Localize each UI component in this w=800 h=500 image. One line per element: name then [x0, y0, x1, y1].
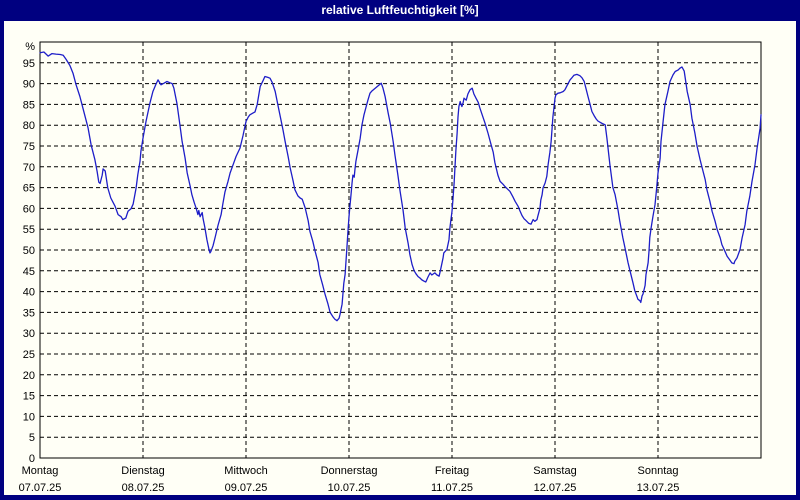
y-tick-label: 90 — [23, 79, 35, 91]
humidity-line — [39, 51, 762, 322]
y-tick-label: 50 — [23, 245, 35, 257]
title-bar: relative Luftfeuchtigkeit [%] — [0, 0, 800, 21]
y-axis-unit-label: % — [25, 41, 35, 53]
y-tick-label: 70 — [23, 162, 35, 174]
x-date-label: 13.07.25 — [637, 482, 680, 494]
x-date-label: 11.07.25 — [431, 482, 473, 494]
y-tick-label: 15 — [23, 391, 35, 403]
y-tick-label: 95 — [23, 58, 35, 70]
y-tick-label: 60 — [23, 203, 35, 215]
x-day-label: Freitag — [435, 465, 469, 477]
y-tick-label: 75 — [23, 141, 35, 153]
y-tick-label: 65 — [23, 183, 35, 195]
x-date-label: 10.07.25 — [328, 482, 371, 494]
x-date-label: 09.07.25 — [225, 482, 268, 494]
plot-border — [39, 41, 762, 459]
y-tick-label: 40 — [23, 287, 35, 299]
x-day-label: Mittwoch — [224, 465, 267, 477]
x-date-label: 07.07.25 — [19, 482, 62, 494]
x-date-label: 08.07.25 — [122, 482, 165, 494]
y-tick-label: 85 — [23, 99, 35, 111]
y-tick-label: 30 — [23, 328, 35, 340]
y-tick-label: 0 — [29, 453, 35, 465]
chart-title: relative Luftfeuchtigkeit [%] — [321, 3, 479, 17]
x-day-label: Sonntag — [638, 465, 679, 477]
y-tick-label: 45 — [23, 266, 35, 278]
y-tick-label: 55 — [23, 224, 35, 236]
x-day-label: Donnerstag — [321, 465, 378, 477]
y-tick-label: 35 — [23, 307, 35, 319]
y-tick-label: 20 — [23, 370, 35, 382]
y-tick-label: 5 — [29, 432, 35, 444]
y-tick-label: 25 — [23, 349, 35, 361]
x-day-label: Montag — [22, 465, 59, 477]
x-day-label: Dienstag — [121, 465, 164, 477]
y-tick-label: 80 — [23, 120, 35, 132]
x-day-label: Samstag — [533, 465, 576, 477]
y-tick-label: 10 — [23, 411, 35, 423]
x-date-label: 12.07.25 — [534, 482, 577, 494]
